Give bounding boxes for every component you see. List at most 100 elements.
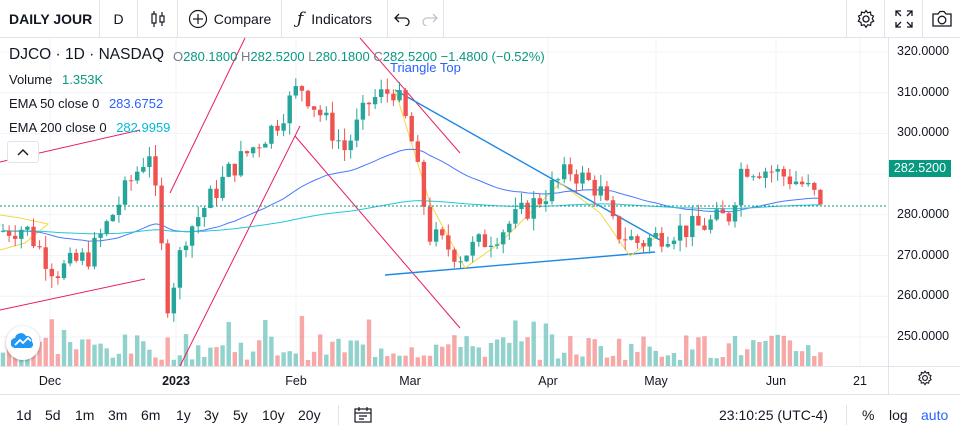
candle-body: [6, 230, 12, 236]
range-5d[interactable]: 5d: [45, 407, 61, 423]
volume-bar: [202, 356, 207, 366]
range-3m[interactable]: 3m: [108, 407, 128, 423]
candle-body: [421, 161, 427, 207]
compare-button[interactable]: Compare: [178, 0, 282, 38]
high-key: H: [240, 49, 251, 64]
candle-body: [360, 102, 366, 120]
chart-grid: [0, 38, 888, 366]
ema50-label: EMA 50 close 0: [9, 96, 100, 111]
volume-bar: [592, 339, 597, 366]
legend-symbol[interactable]: DJCO: [9, 46, 52, 63]
symbol-search-button[interactable]: DAILY JOUR: [0, 0, 100, 38]
volume-bar: [482, 356, 488, 366]
candle-body: [299, 86, 305, 91]
volume-bar: [360, 344, 366, 366]
candle-body: [74, 252, 79, 261]
legend-ema50[interactable]: EMA 50 close 0 283.6752: [9, 96, 163, 111]
candle-body: [409, 115, 414, 142]
add-circle-icon: [188, 9, 208, 29]
price-tick: 250.0000: [897, 328, 950, 343]
ema200-value: 282.9959: [116, 120, 171, 135]
volume-bar: [586, 338, 591, 366]
candle-body: [745, 168, 750, 177]
volume-bar: [549, 334, 555, 366]
ema-lines: [2, 148, 821, 242]
axis-settings-button[interactable]: [888, 366, 960, 394]
candle-body: [647, 237, 652, 247]
volume-bar: [446, 344, 451, 366]
candle-body: [202, 207, 207, 218]
time-tick: 2023: [162, 374, 190, 388]
range-1d[interactable]: 1d: [16, 407, 32, 423]
candle-body: [67, 252, 73, 264]
candle-body: [244, 151, 250, 154]
volume-bar: [311, 351, 317, 366]
volume-bar: [580, 356, 585, 366]
candle-body: [476, 234, 481, 242]
price-tick: 320.0000: [897, 44, 950, 58]
candle-body: [98, 233, 103, 238]
candle-body: [171, 287, 176, 314]
indicators-button[interactable]: ƒ Indicators: [282, 0, 388, 38]
clock[interactable]: 23:10:25 (UTC-4): [719, 407, 828, 423]
time-axis[interactable]: Dec 2023 Feb Mar Apr May Jun 21: [0, 366, 888, 394]
candle-body: [43, 247, 48, 269]
volume-bar: [141, 341, 146, 366]
volume-bar: [37, 341, 42, 366]
price-chart[interactable]: [0, 38, 888, 366]
undo-button[interactable]: [388, 0, 416, 38]
chart-type-button[interactable]: [138, 0, 178, 38]
legend-volume[interactable]: Volume 1.353K: [9, 72, 103, 87]
cloud-chart-icon: [10, 332, 35, 355]
volume-bar: [98, 343, 103, 366]
range-1y[interactable]: 1y: [176, 407, 191, 423]
candles: [0, 78, 823, 322]
range-5y[interactable]: 5y: [233, 407, 248, 423]
fan-line: [169, 38, 246, 194]
volume-bar: [799, 351, 805, 366]
triangle-support-line: [384, 251, 656, 276]
log-toggle[interactable]: log: [889, 407, 908, 423]
auto-toggle[interactable]: auto: [921, 407, 949, 423]
volume-bar: [519, 341, 524, 366]
range-6m[interactable]: 6m: [141, 407, 161, 423]
candle-body: [440, 229, 445, 236]
candle-body: [385, 89, 390, 94]
fan-line: [179, 125, 301, 366]
volume-bar: [543, 323, 549, 366]
price-axis[interactable]: 320.0000310.0000300.0000290.0000280.0000…: [888, 38, 960, 366]
legend-interval: 1D: [64, 46, 85, 63]
volume-bar: [555, 358, 561, 366]
fullscreen-button[interactable]: [884, 0, 922, 38]
volume-bar: [86, 339, 91, 366]
legend-collapse-button[interactable]: [7, 141, 39, 163]
candle-body: [781, 168, 786, 177]
range-3y[interactable]: 3y: [204, 407, 219, 423]
volume-bar: [250, 351, 256, 366]
volume-bar: [653, 350, 658, 366]
volume-bar: [281, 352, 286, 366]
snapshot-button[interactable]: [922, 0, 960, 38]
tradingview-logo[interactable]: [6, 326, 40, 360]
volume-bar: [226, 321, 231, 366]
volume-bar: [330, 341, 335, 366]
goto-date-button[interactable]: [354, 406, 372, 428]
legend-symbol-row: DJCO · 1D · NASDAQ: [9, 46, 165, 63]
volume-bar: [305, 359, 311, 366]
volume-bar: [745, 349, 750, 366]
candle-body: [25, 226, 30, 230]
percent-toggle[interactable]: %: [862, 407, 875, 423]
legend-ema200[interactable]: EMA 200 close 0 282.9959: [9, 120, 170, 135]
redo-button[interactable]: [416, 0, 444, 38]
volume-bar: [684, 335, 689, 366]
triangle-top-label[interactable]: Triangle Top: [390, 60, 461, 75]
volume-bars: [0, 316, 823, 366]
candle-body: [812, 182, 817, 190]
range-10y[interactable]: 10y: [262, 407, 285, 423]
volume-bar: [464, 336, 469, 366]
range-1m[interactable]: 1m: [75, 407, 95, 423]
interval-button[interactable]: D: [100, 0, 138, 38]
candle-body: [324, 112, 329, 116]
settings-button[interactable]: [846, 0, 884, 38]
range-20y[interactable]: 20y: [298, 407, 321, 423]
